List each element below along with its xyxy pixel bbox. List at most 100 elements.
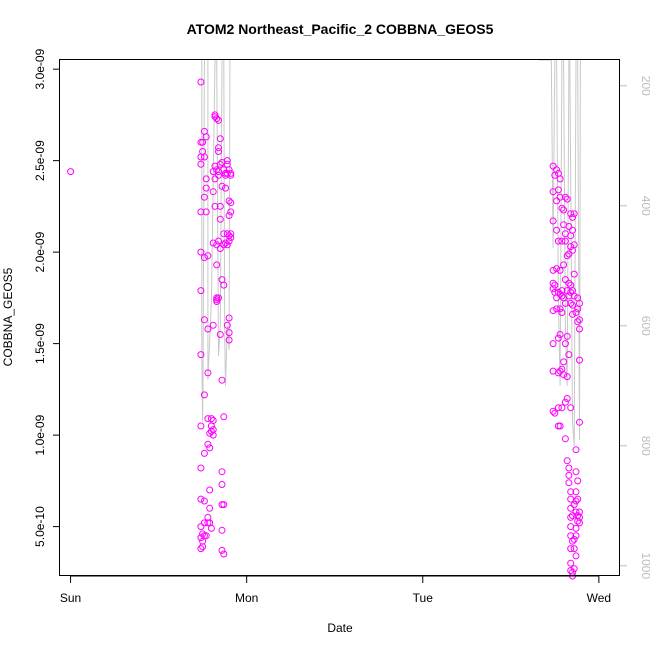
data-point [202,133,210,141]
data-point [204,325,212,333]
data-point [202,208,210,216]
data-point [225,197,233,205]
data-point [556,193,564,201]
data-point [554,288,562,296]
data-point [565,479,573,487]
y-tick-label: 2.5e-09 [33,140,47,181]
data-point [223,157,231,165]
data-point [556,266,564,274]
data-point [549,407,557,415]
data-point [549,307,557,315]
data-point [199,138,207,146]
data-point [225,212,233,219]
y-tick-label: 2.0e-09 [33,231,47,272]
data-points [67,78,583,580]
data-point [218,526,226,534]
data-point [558,404,566,412]
data-point [551,409,559,417]
x-axis: Sun Mon Tue Wed [60,575,611,605]
data-point [223,169,231,177]
data-point [197,464,205,472]
data-point [225,314,233,322]
pressure-line [577,59,582,440]
y2-tick-label: 800 [639,436,650,456]
data-point [216,245,224,252]
data-point [220,281,228,289]
data-point [572,532,580,540]
data-point [576,356,583,364]
data-point [569,537,576,545]
data-point [225,232,233,240]
data-point [561,340,569,348]
data-point [572,552,580,560]
data-point [560,371,568,379]
data-point [576,316,583,324]
data-point [218,376,226,384]
data-point [549,266,557,274]
data-point [567,504,575,512]
y-tick-label: 5.0e-10 [33,506,47,547]
data-point [569,310,576,318]
y2-tick-label: 200 [639,76,650,96]
data-point [565,351,573,359]
data-point [218,182,226,190]
data-point [215,237,222,245]
data-point [207,415,215,423]
y-axis-label: COBBNA_GEOS5 [1,267,15,366]
data-point [565,471,573,479]
data-point [570,545,578,553]
data-point [197,422,205,430]
data-point [200,497,208,505]
data-point [563,332,571,340]
data-point [197,248,205,256]
data-point [216,160,224,168]
data-point [569,512,576,520]
data-point [570,270,578,278]
data-point [207,427,215,435]
data-point [565,223,573,230]
data-point [570,292,578,300]
data-point [206,486,214,494]
data-point [227,171,235,179]
y2-axis: 200 400 600 800 1000 [620,76,650,579]
data-point [227,199,235,207]
data-point [554,404,562,412]
data-point [572,468,580,476]
data-point [558,287,566,295]
data-point [216,215,224,223]
data-point [200,519,208,527]
data-point [197,351,205,359]
data-point [567,488,575,496]
data-point [561,276,569,284]
data-point [200,193,208,201]
data-point [561,299,569,307]
data-point [549,217,557,225]
data-point [570,210,578,218]
data-point [211,113,219,121]
data-point [202,184,210,192]
data-point [204,252,212,260]
data-point [213,241,221,249]
data-point [202,532,210,540]
data-point [570,241,578,249]
data-point [206,444,214,452]
data-point [227,208,235,216]
data-point [565,464,573,472]
data-point [215,294,222,302]
data-point [554,237,562,245]
data-point [560,206,568,214]
data-point [554,334,562,342]
data-point [569,226,576,234]
data-point [556,175,564,183]
data-point [567,243,575,251]
data-point [216,135,224,143]
data-point [556,422,564,430]
data-point [576,508,583,516]
data-point [225,336,233,344]
x-tick-label: Tue [413,591,434,605]
data-point [218,468,226,476]
data-point [567,513,575,521]
data-point [567,545,575,553]
data-point [569,213,576,221]
data-point [561,193,569,201]
